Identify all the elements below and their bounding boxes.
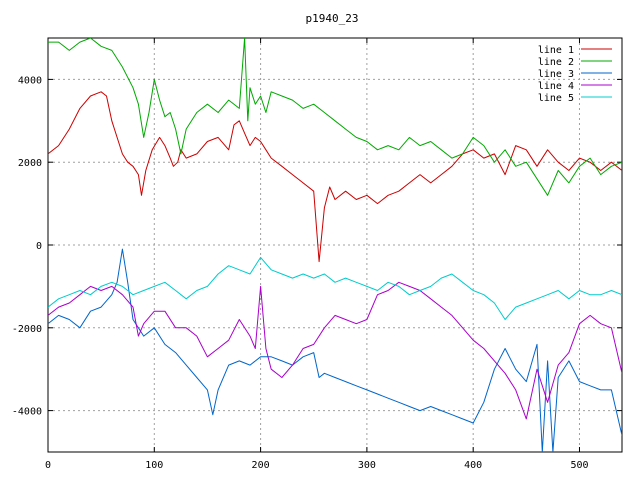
x-tick-label: 200	[252, 460, 270, 471]
legend-label: line 4	[538, 81, 574, 92]
x-tick-label: 300	[358, 460, 376, 471]
series-group	[48, 38, 622, 452]
legend-label: line 5	[538, 93, 574, 104]
series-line-1	[48, 91, 622, 263]
legend-label: line 2	[538, 57, 574, 68]
y-tick-label: 4000	[18, 75, 42, 86]
x-tick-label: 100	[145, 460, 163, 471]
y-axis: -4000 -2000 0 2000 4000	[12, 75, 622, 418]
y-tick-label: -4000	[12, 407, 42, 418]
x-tick-label: 400	[464, 460, 482, 471]
series-line-5	[48, 256, 622, 320]
y-tick-label: 2000	[18, 158, 42, 169]
series-line-3	[48, 248, 622, 452]
chart-title: p1940_23	[306, 12, 359, 25]
legend-label: line 3	[538, 69, 574, 80]
y-tick-label: 0	[36, 241, 42, 252]
x-tick-label: 0	[45, 460, 51, 471]
grid-lines	[47, 38, 622, 452]
x-axis: 0 100 200 300 400 500	[45, 38, 589, 471]
series-line-4	[48, 281, 622, 420]
y-tick-label: -2000	[12, 324, 42, 335]
legend-label: line 1	[538, 45, 574, 56]
x-tick-label: 500	[570, 460, 588, 471]
series-line-2	[48, 38, 622, 196]
